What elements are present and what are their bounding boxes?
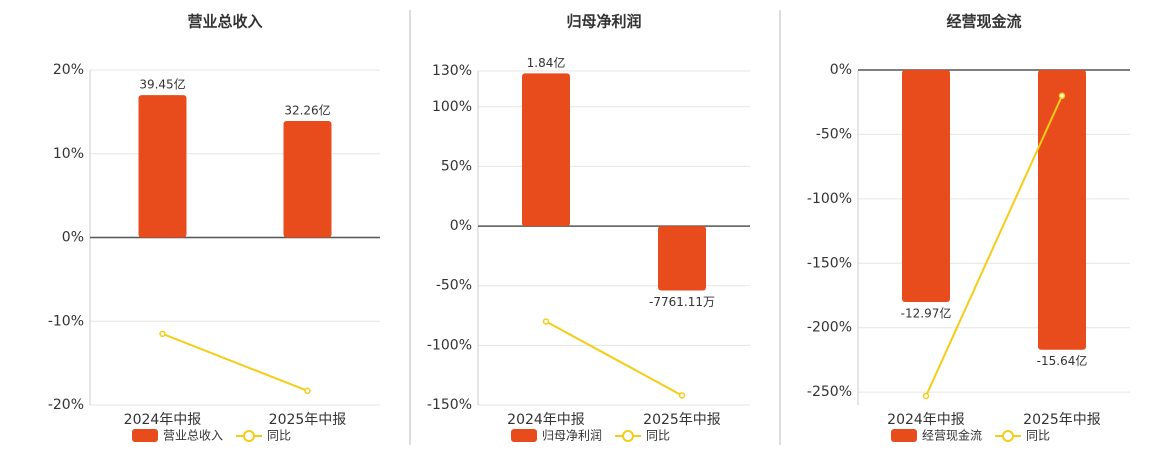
line-point [922, 392, 930, 400]
bar [1038, 70, 1086, 350]
bar [283, 121, 332, 238]
y-tick-label: -100% [427, 337, 472, 353]
chart-title: 归母净利润 [566, 13, 641, 31]
x-tick-label: 2025年中报 [1023, 412, 1101, 428]
line-point [159, 330, 166, 338]
legend-label: 同比 [1026, 429, 1050, 443]
legend-label: 经营现金流 [922, 428, 982, 443]
y-tick-label: -50% [436, 278, 472, 294]
legend-label: 归母净利润 [542, 429, 602, 443]
data-label: 32.26亿 [284, 103, 330, 118]
legend-swatch [891, 429, 917, 442]
x-tick-label: 2024年中报 [887, 412, 965, 428]
bar [902, 70, 950, 302]
y-tick-label: -10% [48, 313, 84, 329]
y-tick-label: -200% [807, 320, 852, 336]
y-tick-label: 20% [53, 62, 84, 78]
x-tick-label: 2024年中报 [124, 412, 202, 428]
y-tick-label: 10% [53, 146, 84, 162]
data-label: -15.64亿 [1037, 353, 1088, 368]
y-tick-label: 0% [62, 230, 84, 246]
y-tick-label: 130% [432, 63, 472, 79]
legend-swatch [243, 430, 255, 442]
line [162, 332, 308, 392]
bar [658, 226, 706, 291]
legend-swatch [132, 429, 158, 442]
y-tick-label: -100% [807, 191, 852, 207]
data-label: 39.45亿 [139, 77, 185, 92]
y-tick-label: -150% [427, 397, 472, 413]
legend-label: 同比 [267, 429, 291, 443]
data-label: -7761.11万 [649, 295, 715, 309]
y-tick-label: -250% [807, 384, 852, 400]
line-point [304, 387, 311, 395]
y-tick-label: 0% [450, 218, 472, 234]
x-tick-label: 2025年中报 [269, 412, 347, 428]
chart-title: 经营现金流 [946, 13, 1021, 31]
legend-swatch [1002, 430, 1014, 442]
y-tick-label: -20% [48, 397, 84, 413]
line-point [678, 392, 686, 399]
legend-swatch [622, 430, 634, 442]
y-tick-label: 100% [432, 99, 472, 115]
legend-label: 同比 [646, 429, 670, 443]
chart-title: 营业总收入 [187, 13, 262, 31]
data-label: 1.84亿 [527, 55, 566, 70]
y-tick-label: -50% [816, 126, 852, 142]
y-tick-label: 50% [441, 158, 472, 174]
line-point [1058, 92, 1066, 100]
legend-swatch [511, 429, 537, 442]
line [925, 95, 1063, 397]
line-point [542, 318, 550, 325]
x-tick-label: 2025年中报 [643, 412, 721, 428]
legend-label: 营业总收入 [163, 429, 223, 443]
y-tick-label: -150% [807, 255, 852, 271]
bar [522, 73, 570, 227]
bar [138, 95, 187, 238]
y-tick-label: 0% [830, 62, 852, 78]
data-label: -12.97亿 [901, 305, 952, 320]
x-tick-label: 2024年中报 [507, 412, 585, 428]
line [545, 320, 683, 397]
